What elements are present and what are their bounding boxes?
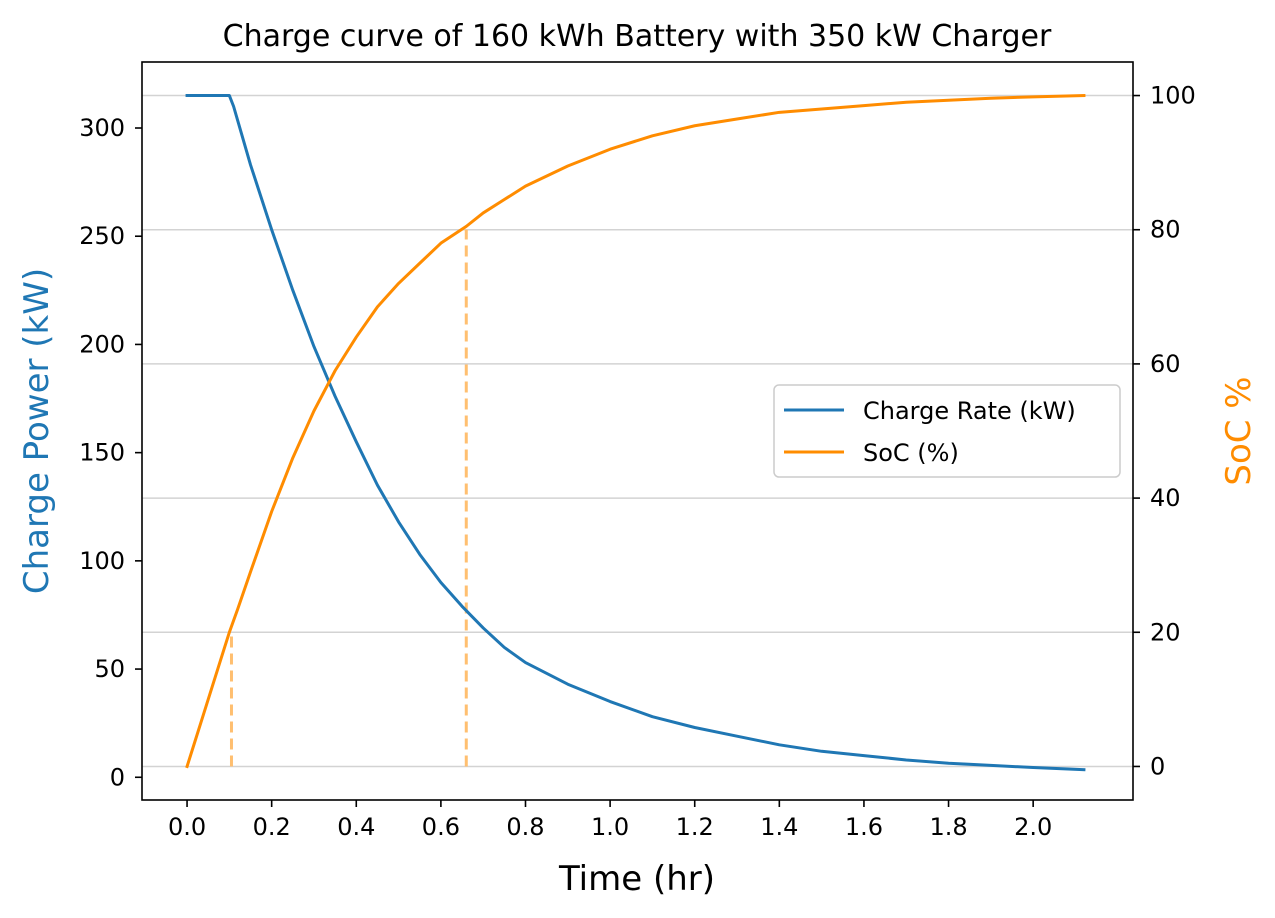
x-tick-label-2: 0.4 — [337, 813, 375, 841]
y-right-tick-label-0: 0 — [1150, 752, 1165, 780]
y-left-tick-label-3: 150 — [79, 439, 125, 467]
y-right-tick-label-5: 100 — [1150, 82, 1196, 110]
y-right-ticks: 0 20 40 60 80 100 — [1133, 82, 1196, 780]
y-axis-left-label: Charge Power (kW) — [17, 268, 57, 594]
y-left-ticks: 0 50 100 150 200 250 300 — [79, 114, 142, 791]
x-tick-label-8: 1.6 — [845, 813, 883, 841]
y-right-tick-label-1: 20 — [1150, 618, 1181, 646]
legend: Charge Rate (kW) SoC (%) — [773, 384, 1121, 478]
y-right-tick-label-3: 60 — [1150, 350, 1181, 378]
y-left-tick-label-5: 250 — [79, 222, 125, 250]
legend-box — [773, 384, 1121, 478]
reference-lines — [229, 229, 468, 767]
x-tick-label-9: 1.8 — [929, 813, 967, 841]
y-left-tick-label-4: 200 — [79, 330, 125, 358]
x-axis-label: Time (hr) — [558, 859, 715, 899]
x-tick-label-10: 2.0 — [1014, 813, 1052, 841]
chart-title: Charge curve of 160 kWh Battery with 350… — [223, 19, 1052, 54]
grid-layer — [142, 94, 1133, 768]
y-left-tick-label-6: 300 — [79, 114, 125, 142]
x-tick-label-5: 1.0 — [591, 813, 629, 841]
y-right-tick-label-2: 40 — [1150, 484, 1181, 512]
y-right-tick-label-4: 80 — [1150, 216, 1181, 244]
x-tick-label-6: 1.2 — [676, 813, 714, 841]
y-left-tick-label-0: 0 — [110, 763, 125, 791]
y-axis-right-label: SoC % — [1219, 376, 1259, 485]
legend-label-soc: SoC (%) — [863, 439, 959, 467]
x-tick-label-7: 1.4 — [760, 813, 798, 841]
legend-label-charge-rate: Charge Rate (kW) — [863, 397, 1076, 425]
y-left-tick-label-2: 100 — [79, 547, 125, 575]
x-tick-label-4: 0.8 — [506, 813, 544, 841]
plot-frame — [141, 61, 1134, 801]
x-tick-label-3: 0.6 — [422, 813, 460, 841]
x-tick-label-0: 0.0 — [168, 813, 206, 841]
series-line-soc — [185, 94, 1086, 769]
series-layer — [185, 94, 1086, 772]
y-left-tick-label-1: 50 — [94, 655, 125, 683]
x-tick-label-1: 0.2 — [253, 813, 291, 841]
series-line-charge-rate — [185, 94, 1086, 772]
x-ticks: 0.0 0.2 0.4 0.6 0.8 1.0 1.2 1.4 1.6 1.8 2.0 — [168, 800, 1052, 841]
